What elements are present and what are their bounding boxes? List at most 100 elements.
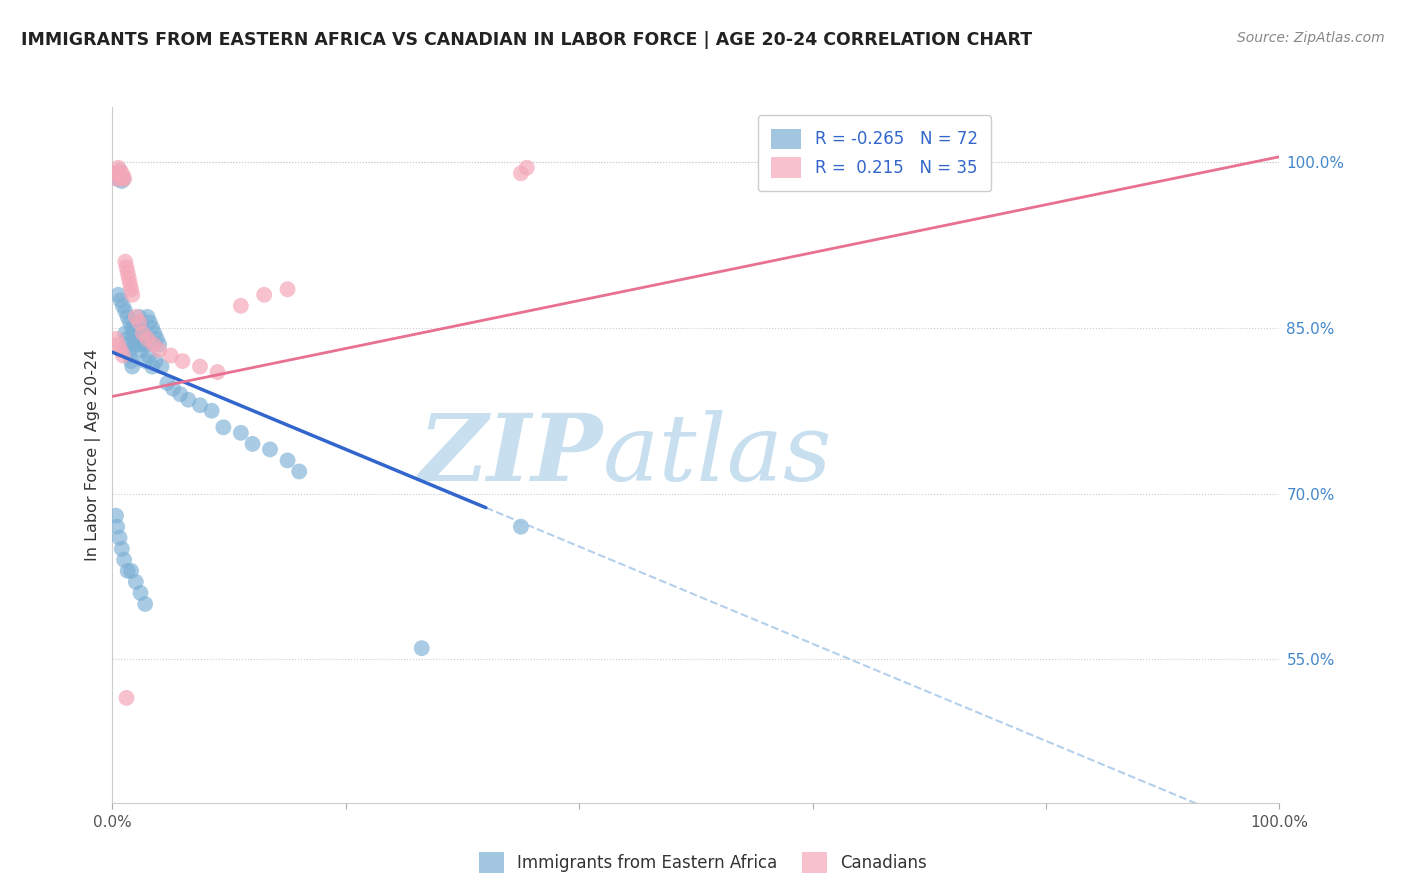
Point	[169, 387, 191, 401]
Point	[124, 326, 146, 341]
Point	[117, 310, 139, 324]
Point	[128, 310, 150, 324]
Point	[142, 337, 165, 351]
Point	[107, 161, 129, 175]
Point	[150, 359, 173, 374]
Point	[122, 326, 145, 341]
Point	[136, 310, 159, 324]
Point	[114, 304, 136, 318]
Point	[141, 321, 163, 335]
Point	[105, 519, 128, 533]
Point	[108, 169, 131, 183]
Point	[276, 453, 298, 467]
Point	[120, 354, 142, 368]
Point	[117, 266, 139, 280]
Point	[162, 382, 184, 396]
Point	[114, 254, 136, 268]
Point	[131, 321, 153, 335]
Legend: R = -0.265   N = 72, R =  0.215   N = 35: R = -0.265 N = 72, R = 0.215 N = 35	[758, 115, 991, 191]
Point	[121, 287, 143, 301]
Point	[160, 349, 183, 363]
Legend: Immigrants from Eastern Africa, Canadians: Immigrants from Eastern Africa, Canadian…	[472, 846, 934, 880]
Point	[110, 293, 132, 308]
Point	[118, 271, 141, 285]
Point	[117, 564, 139, 578]
Point	[177, 392, 200, 407]
Point	[129, 586, 152, 600]
Point	[115, 332, 138, 346]
Point	[253, 287, 276, 301]
Point	[131, 343, 153, 357]
Point	[259, 442, 281, 457]
Point	[112, 171, 135, 186]
Point	[118, 349, 141, 363]
Point	[229, 425, 252, 440]
Point	[111, 169, 134, 183]
Point	[156, 376, 179, 391]
Point	[138, 349, 160, 363]
Point	[128, 315, 150, 329]
Point	[111, 349, 134, 363]
Point	[201, 403, 224, 417]
Point	[115, 690, 138, 705]
Point	[104, 508, 127, 523]
Point	[276, 282, 298, 296]
Point	[107, 169, 129, 183]
Point	[411, 641, 433, 656]
Point	[139, 315, 162, 329]
Point	[125, 332, 148, 346]
Point	[108, 531, 131, 545]
Point	[125, 574, 148, 589]
Point	[132, 332, 155, 346]
Point	[148, 343, 170, 357]
Point	[509, 166, 531, 180]
Point	[118, 277, 141, 291]
Point	[114, 326, 136, 341]
Point	[107, 287, 129, 301]
Point	[516, 161, 538, 175]
Point	[207, 365, 229, 379]
Point	[118, 343, 141, 357]
Point	[111, 541, 134, 556]
Point	[132, 326, 155, 341]
Point	[117, 337, 139, 351]
Point	[125, 310, 148, 324]
Point	[148, 337, 170, 351]
Point	[143, 326, 166, 341]
Point	[129, 315, 152, 329]
Text: IMMIGRANTS FROM EASTERN AFRICA VS CANADIAN IN LABOR FORCE | AGE 20-24 CORRELATIO: IMMIGRANTS FROM EASTERN AFRICA VS CANADI…	[21, 31, 1032, 49]
Point	[134, 597, 156, 611]
Point	[110, 343, 132, 357]
Point	[125, 332, 148, 346]
Point	[188, 398, 211, 412]
Point	[111, 171, 134, 186]
Point	[128, 337, 150, 351]
Point	[121, 321, 143, 335]
Point	[134, 337, 156, 351]
Point	[111, 171, 134, 186]
Point	[145, 354, 167, 368]
Point	[111, 174, 134, 188]
Point	[110, 169, 132, 184]
Point	[118, 315, 141, 329]
Point	[104, 166, 127, 180]
Point	[110, 164, 132, 178]
Point	[141, 359, 163, 374]
Point	[121, 359, 143, 374]
Text: ZIP: ZIP	[419, 410, 603, 500]
Point	[104, 332, 127, 346]
Point	[105, 171, 128, 186]
Point	[288, 465, 311, 479]
Text: atlas: atlas	[603, 410, 832, 500]
Point	[146, 332, 169, 346]
Point	[212, 420, 235, 434]
Point	[132, 326, 155, 341]
Point	[229, 299, 252, 313]
Point	[112, 553, 135, 567]
Point	[125, 337, 148, 351]
Point	[108, 164, 131, 178]
Point	[120, 282, 142, 296]
Point	[127, 315, 149, 329]
Point	[115, 260, 138, 275]
Point	[242, 437, 264, 451]
